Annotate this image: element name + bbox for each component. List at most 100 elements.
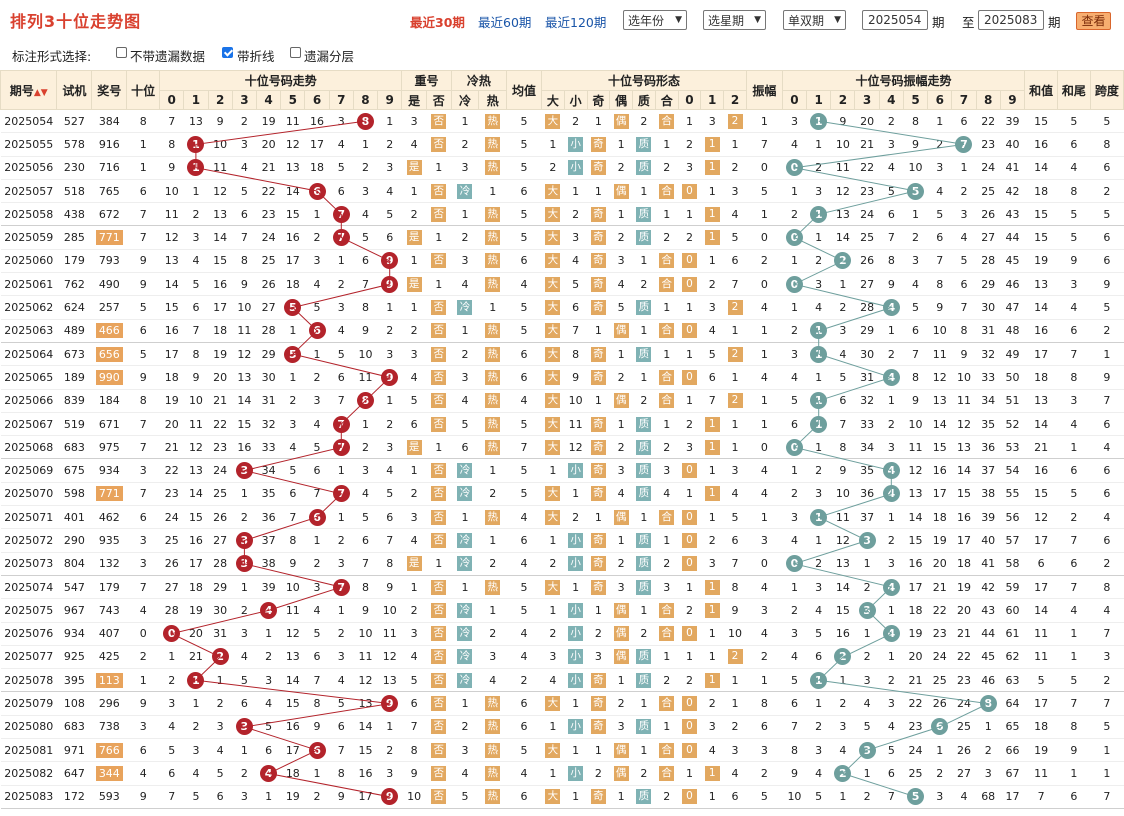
trend-ball-cell: 1 bbox=[183, 132, 209, 157]
repeat-sub-header: 否 bbox=[425, 90, 452, 110]
form-cell: 奇 bbox=[587, 435, 610, 460]
amp-ball-cell: 4 bbox=[879, 365, 904, 390]
trend-missing-cell: 2 bbox=[232, 109, 257, 134]
form-tag: 奇 bbox=[590, 206, 606, 222]
table-row: 2025063 489 466 6 16 7 18 11 28 1 6 4 9 2 2 否 1 热 5 大 7 1 偶 1 合 0… bbox=[0, 319, 1124, 343]
form-tag: 偶 bbox=[613, 113, 629, 129]
amp-ball: 1 bbox=[810, 345, 828, 363]
link-recent-30[interactable]: 最近30期 bbox=[410, 15, 465, 30]
hot-tag: 热 bbox=[485, 276, 501, 292]
form-missing-cell: 1 bbox=[587, 179, 610, 204]
amp-missing-cell: 13 bbox=[830, 202, 855, 227]
parity-select[interactable]: 单双期 ▼ bbox=[783, 10, 846, 30]
amp-missing-cell: 4 bbox=[854, 691, 880, 716]
trend-missing-cell: 15 bbox=[280, 202, 305, 227]
sum-cell: 16 bbox=[1024, 458, 1058, 483]
amp-missing-cell: 1 bbox=[782, 295, 807, 320]
repeat-missing-cell: 3 bbox=[401, 622, 427, 646]
checkbox-no-missing[interactable] bbox=[116, 47, 127, 58]
form-missing-cell: 3 bbox=[609, 715, 633, 740]
tail-cell: 9 bbox=[1057, 738, 1091, 763]
trend-missing-cell: 3 bbox=[329, 109, 354, 134]
to-issue-input[interactable]: 2025083 bbox=[978, 10, 1044, 30]
form-missing-cell: 6 bbox=[564, 295, 588, 320]
cold-tag: 冷 bbox=[457, 626, 473, 642]
sum-cell: 11 bbox=[1024, 622, 1058, 646]
avg-cell: 6 bbox=[506, 691, 542, 716]
trend-missing-cell: 23 bbox=[159, 482, 184, 507]
link-recent-60[interactable]: 最近60期 bbox=[478, 15, 532, 30]
trend-missing-cell: 16 bbox=[232, 435, 257, 460]
repeat-cell: 否 bbox=[426, 109, 452, 134]
amp-missing-cell: 1 bbox=[879, 598, 904, 623]
amp-cell: 4 bbox=[746, 295, 783, 320]
hotcold-missing-cell: 6 bbox=[451, 435, 479, 460]
trend-ball: 6 bbox=[308, 741, 326, 759]
shiwei-cell: 7 bbox=[126, 412, 160, 437]
trend-missing-cell: 12 bbox=[280, 132, 305, 157]
form-tag: 小 bbox=[568, 556, 584, 572]
form-cell: 奇 bbox=[587, 132, 610, 157]
from-issue-input[interactable]: 2025054 bbox=[862, 10, 928, 30]
table-row: 2025076 934 407 0 0 20 31 3 1 12 5 2 10 11 3 否冷 2 4 2 小 2 偶 2 合… bbox=[0, 622, 1124, 646]
repeat-missing-cell: 4 bbox=[401, 528, 427, 553]
trend-missing-cell: 4 bbox=[329, 132, 354, 157]
shiji-cell: 934 bbox=[56, 622, 92, 646]
repeat-cell: 否 bbox=[426, 482, 452, 507]
checkbox-with-lines[interactable] bbox=[222, 47, 233, 58]
form-tag: 奇 bbox=[590, 300, 606, 316]
amp-missing-cell: 23 bbox=[976, 132, 1001, 157]
amp-missing-cell: 4 bbox=[806, 761, 831, 786]
trend-ball: 2 bbox=[211, 648, 229, 666]
checkbox-layered[interactable] bbox=[290, 47, 301, 58]
form-cell: 合 bbox=[655, 389, 679, 413]
road-tag: 0 bbox=[681, 183, 697, 199]
shiji-cell: 804 bbox=[56, 552, 92, 576]
amp-missing-cell: 61 bbox=[1000, 622, 1025, 646]
trend-missing-cell: 8 bbox=[183, 342, 209, 367]
amp-missing-cell: 57 bbox=[1000, 528, 1025, 553]
amp-missing-cell: 14 bbox=[927, 412, 952, 437]
jianghao-pair-badge: 771 bbox=[95, 230, 123, 246]
shiwei-cell: 4 bbox=[126, 598, 160, 623]
amp-missing-cell: 2 bbox=[903, 225, 928, 250]
year-select[interactable]: 选年份 ▼ bbox=[623, 10, 687, 30]
parity-select-value: 单双期 bbox=[788, 13, 825, 28]
hot-tag: 热 bbox=[485, 206, 501, 222]
span-cell: 7 bbox=[1090, 691, 1124, 716]
trend-missing-cell: 5 bbox=[304, 622, 330, 646]
weekday-select[interactable]: 选星期 ▼ bbox=[703, 10, 766, 30]
link-recent-120[interactable]: 最近120期 bbox=[545, 15, 607, 30]
trend-missing-cell: 1 bbox=[377, 715, 402, 740]
form-missing-cell: 1 bbox=[609, 528, 633, 553]
amp-missing-cell: 14 bbox=[830, 225, 855, 250]
span-cell: 1 bbox=[1090, 761, 1124, 786]
form-cell: 大 bbox=[541, 365, 565, 390]
span-cell: 6 bbox=[1090, 412, 1124, 437]
trend-missing-cell: 10 bbox=[183, 389, 209, 413]
hotcold-cell: 冷 bbox=[451, 295, 479, 320]
shiji-cell: 598 bbox=[56, 482, 92, 507]
amp-missing-cell: 8 bbox=[951, 319, 977, 343]
trend-missing-cell: 4 bbox=[304, 598, 330, 623]
trend-digit-header: 9 bbox=[377, 90, 403, 110]
form-cell: 1 bbox=[700, 132, 724, 157]
col-issue[interactable]: 期号▲▼ bbox=[0, 70, 58, 110]
sum-cell: 7 bbox=[1024, 785, 1058, 809]
form-missing-cell: 1 bbox=[632, 691, 656, 716]
tail-cell: 7 bbox=[1057, 691, 1091, 716]
trend-missing-cell: 8 bbox=[159, 132, 184, 157]
amp-missing-cell: 9 bbox=[927, 295, 952, 320]
trend-missing-cell: 10 bbox=[208, 132, 233, 157]
sum-cell: 16 bbox=[1024, 319, 1058, 343]
hotcold-cell: 冷 bbox=[451, 622, 479, 646]
amp-missing-cell: 2 bbox=[879, 412, 904, 437]
span-cell: 7 bbox=[1090, 622, 1124, 646]
checkbox-no-missing-label: 不带遗漏数据 bbox=[130, 49, 206, 64]
trend-digit-header: 3 bbox=[231, 90, 257, 110]
view-button[interactable]: 查看 bbox=[1076, 12, 1111, 30]
jianghao-cell: 344 bbox=[91, 761, 127, 786]
form-missing-cell: 2 bbox=[700, 528, 724, 553]
form-missing-cell: 1 bbox=[632, 319, 656, 343]
trend-missing-cell: 18 bbox=[159, 365, 184, 390]
